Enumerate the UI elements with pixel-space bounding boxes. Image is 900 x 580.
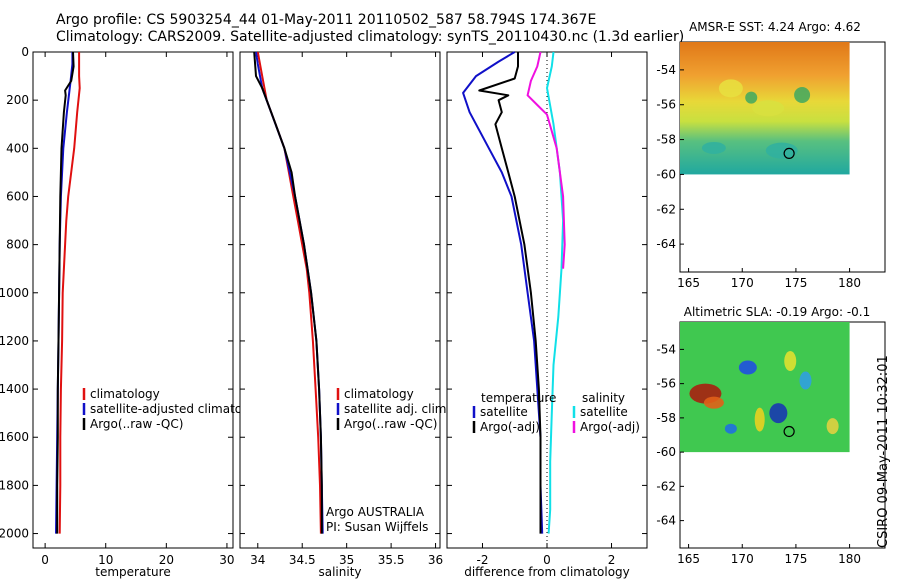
- x-tick-label: 2: [608, 553, 616, 567]
- y-tick-label: 2000: [0, 527, 29, 541]
- y-tick-label: 400: [6, 141, 29, 155]
- sst-pattern: [745, 91, 758, 104]
- sla-pattern: [738, 360, 757, 375]
- y-tick-label: 200: [6, 93, 29, 107]
- y-tick-label: 600: [6, 189, 29, 203]
- annotation-text: PI: Susan Wijffels: [326, 520, 428, 534]
- y-tick-label: -54: [656, 342, 676, 356]
- y-tick-label: -58: [656, 411, 676, 425]
- plot-frame: [239, 51, 441, 549]
- x-tick-label: 165: [677, 552, 700, 566]
- sst-pattern: [794, 86, 811, 103]
- y-tick-label: -60: [656, 445, 676, 459]
- series-line-difference-1: [478, 52, 542, 534]
- y-tick-label: -64: [656, 514, 676, 528]
- annotation-text: Argo AUSTRALIA: [326, 505, 425, 519]
- sla-pattern: [784, 351, 797, 372]
- sst-pattern: [765, 142, 798, 159]
- y-tick-label: -54: [656, 63, 676, 77]
- legend-label: climatology: [344, 387, 414, 401]
- y-tick-label: 1000: [0, 286, 29, 300]
- x-tick-label: 36: [428, 553, 443, 567]
- legend-label: climatology: [90, 387, 160, 401]
- y-tick-label: 0: [21, 45, 29, 59]
- x-tick-label: 180: [838, 552, 861, 566]
- x-tick-label: 165: [677, 276, 700, 290]
- y-tick-label: -56: [656, 98, 676, 112]
- x-tick-label: 20: [159, 553, 174, 567]
- series-line-difference-3: [526, 51, 566, 269]
- legend-label: satellite-adjusted climatology: [90, 402, 268, 416]
- panel-temperature: 0 10 20 30 0 200 400 600 800 1000 1200 1400 1600 1800…: [0, 45, 268, 579]
- x-axis-label: difference from climatology: [464, 565, 630, 579]
- y-tick-label: -64: [656, 237, 676, 251]
- map-sst: 165 170 175 180 -54 -56 -58 -60 -62 -64 AMSR-E SST…: [656, 20, 886, 290]
- legend-label: Argo(..raw -QC): [90, 417, 183, 431]
- series-line-temperature-0: [58, 52, 81, 534]
- plot-frame: [32, 51, 234, 549]
- sla-pattern: [754, 407, 765, 432]
- x-tick-label: 0: [543, 553, 551, 567]
- x-tick-label: 180: [838, 276, 861, 290]
- y-tick-label: -56: [656, 377, 676, 391]
- y-tick-label: 1400: [0, 382, 29, 396]
- map-title: Altimetric SLA: -0.19 Argo: -0.1: [684, 305, 871, 319]
- y-tick-label: 1600: [0, 430, 29, 444]
- series-line-temperature-2: [56, 51, 75, 534]
- x-tick-label: 175: [784, 552, 807, 566]
- x-tick-label: 0: [41, 553, 49, 567]
- panel-salinity: 34 34.5 35 35.5 36 salinity climatologysatelli…: [239, 51, 450, 579]
- x-tick-label: 175: [784, 276, 807, 290]
- argo-position-marker: [783, 147, 795, 160]
- legend-label: Argo(-adj): [580, 420, 640, 434]
- sla-pattern: [703, 396, 724, 409]
- figure-title-line2: Climatology: CARS2009. Satellite-adjuste…: [56, 29, 685, 45]
- sla-pattern: [724, 423, 737, 434]
- map-title: AMSR-E SST: 4.24 Argo: 4.62: [689, 20, 861, 34]
- y-tick-label: -62: [656, 479, 676, 493]
- x-axis-label: salinity: [318, 565, 361, 579]
- legend-title-temperature: temperature: [481, 391, 556, 405]
- series-line-salinity-2: [253, 51, 323, 534]
- sla-pattern: [769, 403, 788, 424]
- map-sla: 165 170 175 180 -54 -56 -58 -60 -62 -64 Altimetric…: [656, 305, 886, 566]
- sst-pattern: [752, 100, 785, 117]
- y-tick-label: -58: [656, 133, 676, 147]
- legend-label: Argo(..raw -QC): [344, 417, 437, 431]
- x-tick-label: 34.5: [289, 553, 316, 567]
- figure-title-line1: Argo profile: CS 5903254_44 01-May-2011 …: [56, 12, 597, 28]
- series-line-difference-2: [546, 51, 565, 534]
- legend-title-salinity: salinity: [582, 391, 625, 405]
- x-tick-label: 10: [98, 553, 113, 567]
- x-tick-label: 170: [731, 552, 754, 566]
- legend-label: satellite: [580, 405, 628, 419]
- footer-stamp: CSIRO 09-May-2011 10:32:01: [876, 355, 891, 548]
- x-tick-label: 30: [219, 553, 234, 567]
- sla-pattern: [799, 371, 812, 390]
- x-tick-label: -2: [476, 553, 488, 567]
- y-tick-label: 1200: [0, 334, 29, 348]
- y-tick-label: -60: [656, 167, 676, 181]
- legend-label: satellite: [480, 405, 528, 419]
- x-tick-label: 34: [250, 553, 265, 567]
- legend-label: Argo(-adj): [480, 420, 540, 434]
- y-tick-label: 800: [6, 238, 29, 252]
- x-tick-label: 35: [339, 553, 354, 567]
- sla-pattern: [826, 418, 839, 435]
- sst-pattern: [701, 141, 726, 154]
- sst-pattern: [718, 79, 743, 98]
- x-tick-label: 35.5: [378, 553, 405, 567]
- argo-position-marker: [783, 425, 795, 438]
- x-axis-label: temperature: [95, 565, 170, 579]
- y-tick-label: -62: [656, 202, 676, 216]
- x-tick-label: 170: [731, 276, 754, 290]
- legend-label: satellite adj. clim.: [344, 402, 450, 416]
- y-tick-label: 1800: [0, 478, 29, 492]
